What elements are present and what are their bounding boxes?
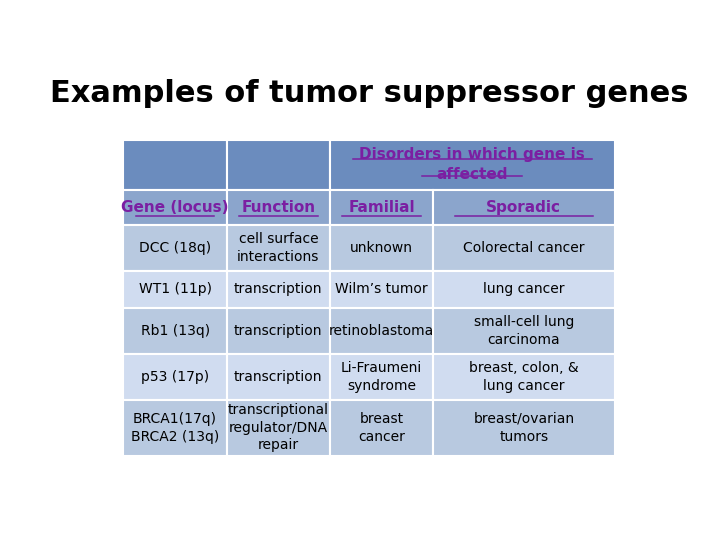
Text: breast/ovarian
tumors: breast/ovarian tumors <box>473 411 575 443</box>
Text: BRCA1(17q)
BRCA2 (13q): BRCA1(17q) BRCA2 (13q) <box>131 411 219 443</box>
FancyBboxPatch shape <box>330 225 433 271</box>
FancyBboxPatch shape <box>433 308 615 354</box>
Text: breast, colon, &
lung cancer: breast, colon, & lung cancer <box>469 361 579 393</box>
Text: transcription: transcription <box>234 282 323 296</box>
FancyBboxPatch shape <box>433 400 615 456</box>
Text: transcription: transcription <box>234 370 323 383</box>
Text: Examples of tumor suppressor genes: Examples of tumor suppressor genes <box>50 79 688 109</box>
FancyBboxPatch shape <box>433 354 615 400</box>
Text: WT1 (11p): WT1 (11p) <box>138 282 212 296</box>
Text: p53 (17p): p53 (17p) <box>141 370 209 383</box>
FancyBboxPatch shape <box>433 225 615 271</box>
FancyBboxPatch shape <box>227 308 330 354</box>
FancyBboxPatch shape <box>330 190 433 225</box>
Text: Function: Function <box>241 200 315 215</box>
FancyBboxPatch shape <box>124 354 227 400</box>
FancyBboxPatch shape <box>330 308 433 354</box>
Text: retinoblastoma: retinoblastoma <box>329 324 434 338</box>
Text: breast
cancer: breast cancer <box>358 411 405 443</box>
FancyBboxPatch shape <box>124 140 227 190</box>
Text: transcriptional
regulator/DNA
repair: transcriptional regulator/DNA repair <box>228 403 329 453</box>
Text: unknown: unknown <box>350 241 413 255</box>
FancyBboxPatch shape <box>330 140 615 190</box>
FancyBboxPatch shape <box>330 271 433 308</box>
Text: cell surface
interactions: cell surface interactions <box>237 232 320 264</box>
FancyBboxPatch shape <box>227 354 330 400</box>
FancyBboxPatch shape <box>124 400 227 456</box>
Text: Wilm’s tumor: Wilm’s tumor <box>336 282 428 296</box>
FancyBboxPatch shape <box>124 271 227 308</box>
FancyBboxPatch shape <box>330 400 433 456</box>
FancyBboxPatch shape <box>124 190 227 225</box>
Text: Li-Fraumeni
syndrome: Li-Fraumeni syndrome <box>341 361 422 393</box>
Text: Gene (locus): Gene (locus) <box>122 200 229 215</box>
FancyBboxPatch shape <box>124 308 227 354</box>
FancyBboxPatch shape <box>227 225 330 271</box>
FancyBboxPatch shape <box>227 400 330 456</box>
FancyBboxPatch shape <box>330 354 433 400</box>
FancyBboxPatch shape <box>433 271 615 308</box>
FancyBboxPatch shape <box>227 271 330 308</box>
Text: Disorders in which gene is
affected: Disorders in which gene is affected <box>359 147 585 181</box>
FancyBboxPatch shape <box>227 190 330 225</box>
Text: Colorectal cancer: Colorectal cancer <box>463 241 585 255</box>
Text: transcription: transcription <box>234 324 323 338</box>
Text: Rb1 (13q): Rb1 (13q) <box>140 324 210 338</box>
Text: DCC (18q): DCC (18q) <box>139 241 211 255</box>
Text: Familial: Familial <box>348 200 415 215</box>
Text: Sporadic: Sporadic <box>486 200 562 215</box>
FancyBboxPatch shape <box>124 225 227 271</box>
FancyBboxPatch shape <box>227 140 330 190</box>
FancyBboxPatch shape <box>433 190 615 225</box>
Text: lung cancer: lung cancer <box>483 282 564 296</box>
Text: small-cell lung
carcinoma: small-cell lung carcinoma <box>474 315 574 347</box>
